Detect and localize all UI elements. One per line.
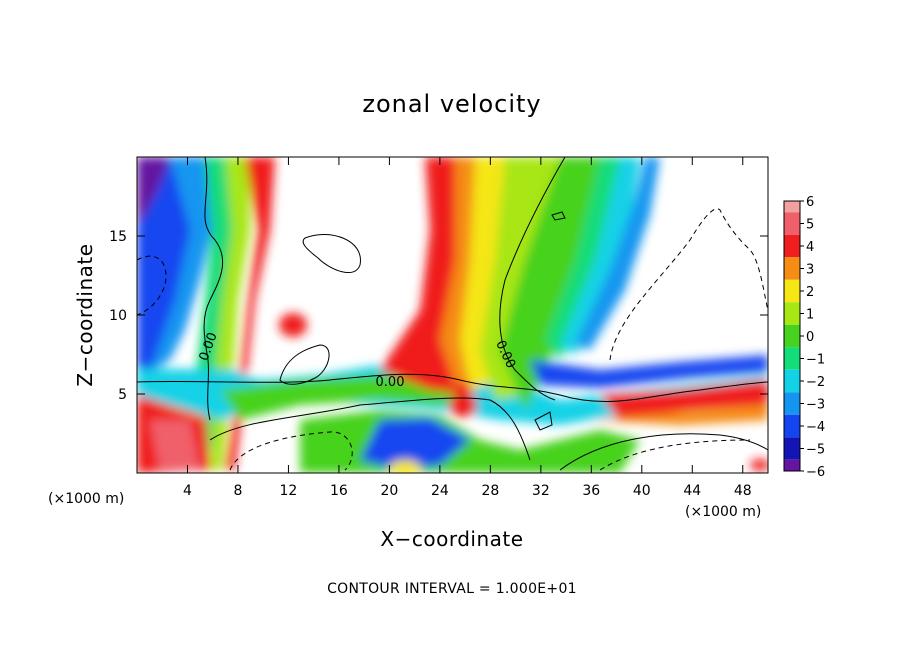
x-tick-label: 8: [233, 483, 242, 499]
colorbar: 6 5 4 3 2 1 0 −1 −2 −3 −4 −5 −6: [783, 195, 825, 480]
x-tick-label: 48: [734, 483, 752, 499]
x-tick-label: 44: [683, 483, 701, 499]
colorbar-cell: [784, 347, 800, 370]
colorbar-cell: [784, 279, 800, 303]
colorbar-tick-label: 2: [806, 285, 814, 300]
colorbar-tick-label: −3: [806, 398, 825, 413]
small-contour-b: [534, 411, 553, 431]
colorbar-tick-label: 1: [806, 308, 814, 323]
colorbar-tick-label: −2: [806, 375, 825, 390]
colorbar-cell: [784, 257, 800, 280]
velocity-field: [137, 157, 768, 473]
x-tick-label: 12: [280, 483, 298, 499]
x-axis-title: X−coordinate: [380, 527, 523, 551]
thin-contour-bottom-right: [559, 433, 768, 471]
x-axis-ticks: 4 8 12 16 20 24 28 32 36 40 44 48: [183, 157, 752, 499]
x-tick-label: 32: [532, 483, 550, 499]
colorbar-cell: [784, 302, 800, 325]
x-tick-label: 40: [633, 483, 651, 499]
x-tick-label: 28: [481, 483, 499, 499]
x-tick-label: 4: [183, 483, 192, 499]
y-axis-title: Z−coordinate: [73, 243, 97, 386]
contour-lines: [137, 157, 768, 471]
y-tick-label: 5: [118, 387, 127, 403]
contour-interval-note: CONTOUR INTERVAL = 1.000E+01: [327, 581, 577, 597]
zero-contour-lower: [209, 397, 531, 461]
x-tick-label: 16: [330, 483, 348, 499]
y-tick-label: 15: [109, 229, 127, 245]
x-tick-label: 20: [380, 483, 398, 499]
colorbar-cell: [784, 212, 800, 235]
colorbar-cell: [784, 414, 800, 438]
colorbar-tick-label: 6: [806, 195, 814, 210]
colorbar-tick-label: −1: [806, 353, 825, 368]
colorbar-tick-label: −4: [806, 420, 825, 435]
y-tick-label: 10: [109, 308, 127, 324]
negative-contour-right: [609, 208, 768, 361]
colorbar-tick-label: 3: [806, 263, 814, 278]
x-tick-label: 36: [582, 483, 600, 499]
zero-contour-bottom: [137, 373, 768, 402]
colorbar-cell: [784, 369, 800, 393]
colorbar-cell: [784, 437, 800, 460]
zero-contour-plume: [499, 157, 566, 401]
colorbar-tick-label: −6: [806, 465, 825, 480]
thin-contour-bottom-right-dashed: [599, 439, 751, 471]
colorbar-tick-label: −5: [806, 443, 825, 458]
negative-contour-bottom: [229, 431, 353, 471]
x-unit-label: (×1000 m): [685, 504, 761, 520]
small-contour-a: [551, 211, 566, 221]
contour-label-bottom: 0.00: [376, 375, 405, 390]
chart-title: zonal velocity: [362, 90, 541, 118]
x-tick-label: 24: [431, 483, 449, 499]
colorbar-cell: [784, 459, 800, 471]
colorbar-cell: [784, 234, 800, 258]
positive-contour-top: [302, 234, 361, 274]
colorbar-tick-label: 4: [806, 240, 814, 255]
colorbar-tick-label: 5: [806, 218, 814, 233]
colorbar-cell: [784, 324, 800, 348]
colorbar-cell: [784, 392, 800, 415]
colorbar-tick-label: 0: [806, 330, 814, 345]
positive-contour-mid: [279, 344, 330, 385]
colorbar-cell: [784, 201, 800, 213]
zero-contour-left: [203, 157, 224, 421]
y-unit-label: (×1000 m): [48, 491, 124, 507]
y-axis-ticks: 5 10 15: [109, 229, 768, 403]
